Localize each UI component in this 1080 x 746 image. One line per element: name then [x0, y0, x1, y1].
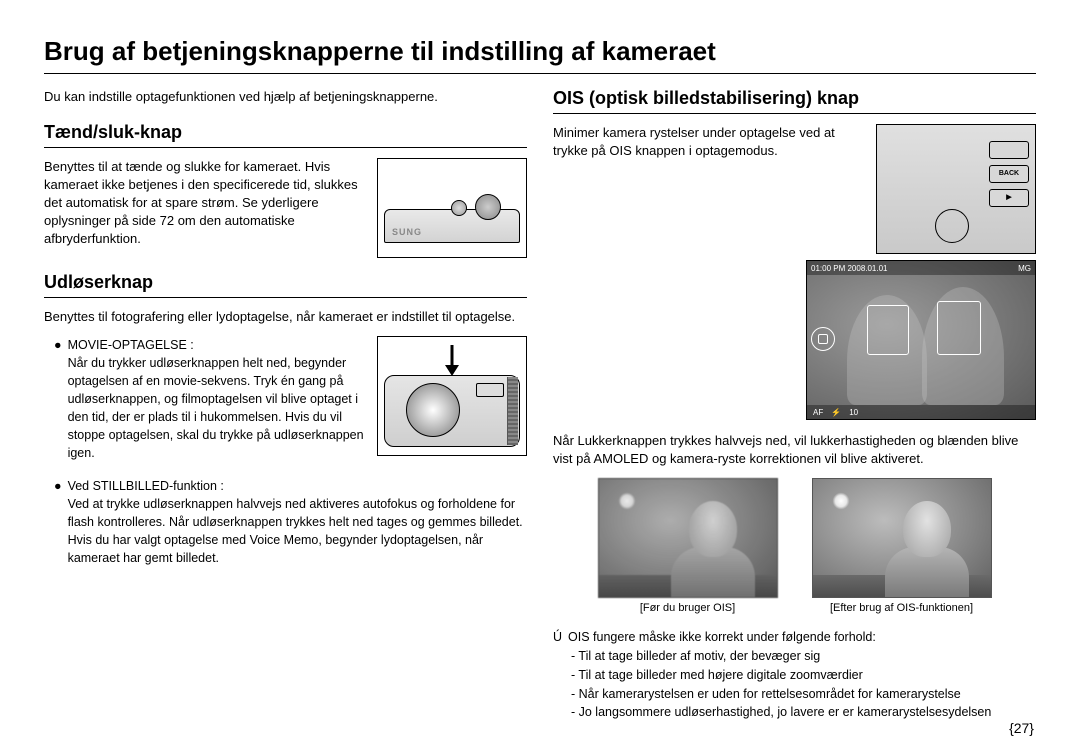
- bullet-icon: ●: [54, 477, 62, 568]
- camera-back-label: BACK: [989, 165, 1029, 183]
- face-detect-icon: [937, 301, 981, 355]
- bullet-still-text: Ved at trykke udløserknappen halvvejs ne…: [68, 497, 523, 565]
- note-2: - Til at tage billeder med højere digita…: [553, 666, 1036, 685]
- heading-power: Tænd/sluk-knap: [44, 122, 527, 148]
- page-title: Brug af betjeningsknapperne til indstill…: [44, 36, 1036, 74]
- camera-back-button: [989, 141, 1029, 159]
- note-lead: OIS fungere måske ikke korrekt under føl…: [568, 628, 876, 647]
- lcd-time: 01:00 PM 2008.01.01: [811, 264, 888, 273]
- note-3: - Når kamerarystelsen er uden for rettel…: [553, 685, 1036, 704]
- right-column: OIS (optisk billedstabilisering) knap Mi…: [553, 88, 1036, 722]
- lcd-flash-icon: ⚡: [831, 408, 841, 417]
- arrow-down-icon: [443, 343, 461, 377]
- figure-ois-button: BACK ▶: [876, 124, 1036, 254]
- bullet-still: ● Ved STILLBILLED-funktion : Ved at tryk…: [54, 477, 527, 568]
- camera-play-button: ▶: [989, 189, 1029, 207]
- figure-shutter-button: [377, 336, 527, 456]
- figure-power-button: SUNG: [377, 158, 527, 258]
- caption-before: [Før du bruger OIS]: [598, 602, 778, 614]
- lcd-af: AF: [813, 408, 823, 417]
- ois-intro: Minimer kamera rystelser under optagelse…: [553, 124, 864, 160]
- note-4: - Jo langsommere udløserhastighed, jo la…: [553, 703, 1036, 722]
- bullet-movie-title: MOVIE-OPTAGELSE :: [68, 338, 194, 352]
- ois-button-circle-icon: [935, 209, 969, 243]
- bullet-still-title: Ved STILLBILLED-funktion :: [68, 479, 224, 493]
- caption-after: [Efter brug af OIS-funktionen]: [812, 602, 992, 614]
- bullet-movie-text: Når du trykker udløserknappen helt ned, …: [68, 356, 364, 461]
- note-1: - Til at tage billeder af motiv, der bev…: [553, 647, 1036, 666]
- shutter-intro: Benyttes til fotografering eller lydopta…: [44, 308, 527, 326]
- note-symbol-icon: Ú: [553, 628, 562, 647]
- figure-after-ois: [812, 478, 992, 598]
- bullet-movie: ● MOVIE-OPTAGELSE : Når du trykker udløs…: [54, 336, 365, 463]
- shutter-half-text: Når Lukkerknappen trykkes halvvejs ned, …: [553, 432, 1036, 468]
- ois-notes: Ú OIS fungere måske ikke korrekt under f…: [553, 628, 1036, 722]
- power-text: Benyttes til at tænde og slukke for kame…: [44, 158, 365, 249]
- bullet-icon: ●: [54, 336, 62, 463]
- face-detect-icon: [867, 305, 909, 355]
- page-number: {27}: [1009, 720, 1034, 736]
- brand-label: SUNG: [392, 227, 422, 237]
- intro-text: Du kan indstille optagefunktionen ved hj…: [44, 88, 527, 106]
- lcd-mode: MG: [1018, 264, 1031, 273]
- heading-ois: OIS (optisk billedstabilisering) knap: [553, 88, 1036, 114]
- figure-lcd-preview: 01:00 PM 2008.01.01 MG AF ⚡ 10: [806, 260, 1036, 420]
- left-column: Du kan indstille optagefunktionen ved hj…: [44, 88, 527, 722]
- figure-before-ois: [598, 478, 778, 598]
- heading-shutter: Udløserknap: [44, 272, 527, 298]
- ois-indicator-icon: [811, 327, 835, 351]
- lcd-count: 10: [849, 408, 858, 417]
